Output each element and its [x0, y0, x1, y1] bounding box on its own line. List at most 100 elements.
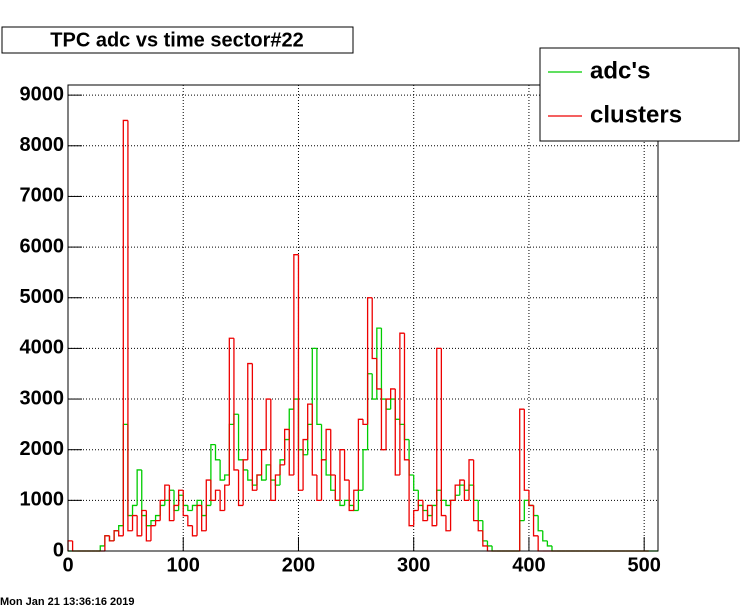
x-tick-label: 0	[62, 554, 73, 576]
histogram-bin	[127, 424, 133, 517]
histogram-bin	[413, 475, 419, 491]
histogram-bin	[477, 500, 483, 522]
histogram-bin	[422, 500, 428, 522]
histogram-bin	[519, 519, 525, 551]
histogram-bin	[108, 535, 115, 542]
histogram-bin	[233, 413, 239, 425]
histogram-bin	[482, 520, 488, 542]
histogram-bin	[390, 388, 396, 400]
y-tick-label: 0	[53, 539, 64, 561]
histogram-bin	[528, 500, 534, 507]
histogram-bin	[297, 399, 304, 451]
histogram-bin	[449, 499, 456, 506]
legend-box	[539, 47, 740, 142]
histogram-bin	[196, 504, 202, 536]
y-tick-label: 7000	[20, 185, 65, 207]
histogram-bin	[449, 499, 456, 531]
histogram-bin	[546, 540, 552, 547]
histogram-bin	[113, 530, 119, 541]
histogram-bin	[288, 408, 294, 440]
histogram-bin	[168, 489, 175, 501]
histogram-bin	[472, 485, 479, 501]
histogram-bin	[201, 505, 207, 532]
histogram-bin	[413, 509, 419, 526]
histogram-bin	[247, 469, 253, 481]
histogram-bin	[537, 515, 543, 532]
histogram-bin	[154, 519, 161, 526]
histogram-bin	[283, 428, 290, 465]
histogram-bin	[353, 489, 359, 511]
histogram-bin	[528, 490, 534, 507]
histogram-bin	[214, 444, 221, 461]
histogram-bin	[118, 525, 124, 531]
histogram-bin	[145, 510, 151, 542]
histogram-bin	[311, 347, 317, 425]
histogram-bin	[399, 419, 405, 426]
date-stamp: Mon Jan 21 13:36:16 2019	[0, 596, 135, 608]
histogram-bin	[468, 484, 474, 491]
histogram-bin	[274, 480, 281, 486]
histogram-bin	[403, 424, 410, 441]
histogram-bin	[71, 540, 78, 552]
histogram-bin	[173, 504, 179, 521]
histogram-bin	[408, 459, 414, 527]
histogram-bin	[150, 525, 156, 541]
histogram-bin	[325, 459, 331, 476]
histogram-bin	[219, 459, 225, 481]
histogram-bin	[316, 475, 322, 501]
histogram-bin	[537, 535, 543, 552]
histogram-bin	[104, 535, 110, 546]
histogram-bin	[293, 398, 299, 410]
histogram-bin	[330, 429, 336, 476]
histogram-bin	[256, 474, 262, 486]
x-tick-label: 200	[282, 554, 315, 576]
histogram-bin	[463, 480, 470, 501]
histogram-bin	[436, 347, 442, 526]
histogram-bin	[145, 515, 151, 527]
histogram-bin	[177, 494, 184, 511]
histogram-bin	[366, 373, 373, 450]
legend: adc's clusters	[539, 47, 740, 142]
legend-label: clusters	[590, 101, 682, 128]
histogram-bin	[251, 480, 257, 486]
histogram-bin	[486, 540, 493, 547]
y-tick-label: 5000	[20, 286, 65, 308]
histogram-bin	[348, 480, 354, 512]
histogram-bin	[131, 504, 138, 516]
histogram-bin	[440, 490, 446, 501]
x-tick-label: 400	[512, 554, 545, 576]
histogram-bin	[150, 519, 156, 526]
y-tick-label: 2000	[20, 438, 65, 460]
histogram-bin	[191, 504, 198, 511]
histogram-bin	[431, 505, 437, 527]
histogram-bin	[523, 409, 529, 491]
histogram-bin	[519, 408, 525, 551]
plot: 0 1000 2000 3000 4000 5000 6000 7000 8000 9000 0 10…	[20, 83, 661, 576]
histogram-bin	[270, 464, 276, 481]
histogram-bin	[320, 459, 327, 501]
histogram-bin	[417, 490, 423, 507]
histogram-bin	[371, 297, 377, 360]
histogram-bin	[376, 358, 382, 390]
histogram-bin	[477, 520, 483, 532]
histogram-bin	[380, 328, 387, 400]
histogram-bin	[270, 399, 276, 501]
histogram-bin	[237, 414, 244, 461]
histogram-bin	[362, 449, 368, 491]
histogram-bin	[486, 545, 493, 552]
histogram-bin	[320, 424, 327, 461]
histogram-bin	[67, 540, 73, 551]
histogram-bin	[362, 419, 368, 426]
histogram-bin	[307, 423, 313, 455]
histogram-bin	[431, 504, 437, 516]
histogram-bin	[205, 479, 211, 531]
histogram-bin	[302, 449, 308, 456]
histogram-bin	[390, 398, 396, 410]
histogram-bin	[316, 348, 322, 426]
histogram-bin	[260, 449, 267, 476]
histogram-bin	[104, 535, 110, 551]
histogram-bin	[191, 525, 198, 537]
histogram-bin	[532, 505, 539, 517]
x-tick-label: 100	[167, 554, 200, 576]
histogram-bin	[325, 428, 331, 460]
